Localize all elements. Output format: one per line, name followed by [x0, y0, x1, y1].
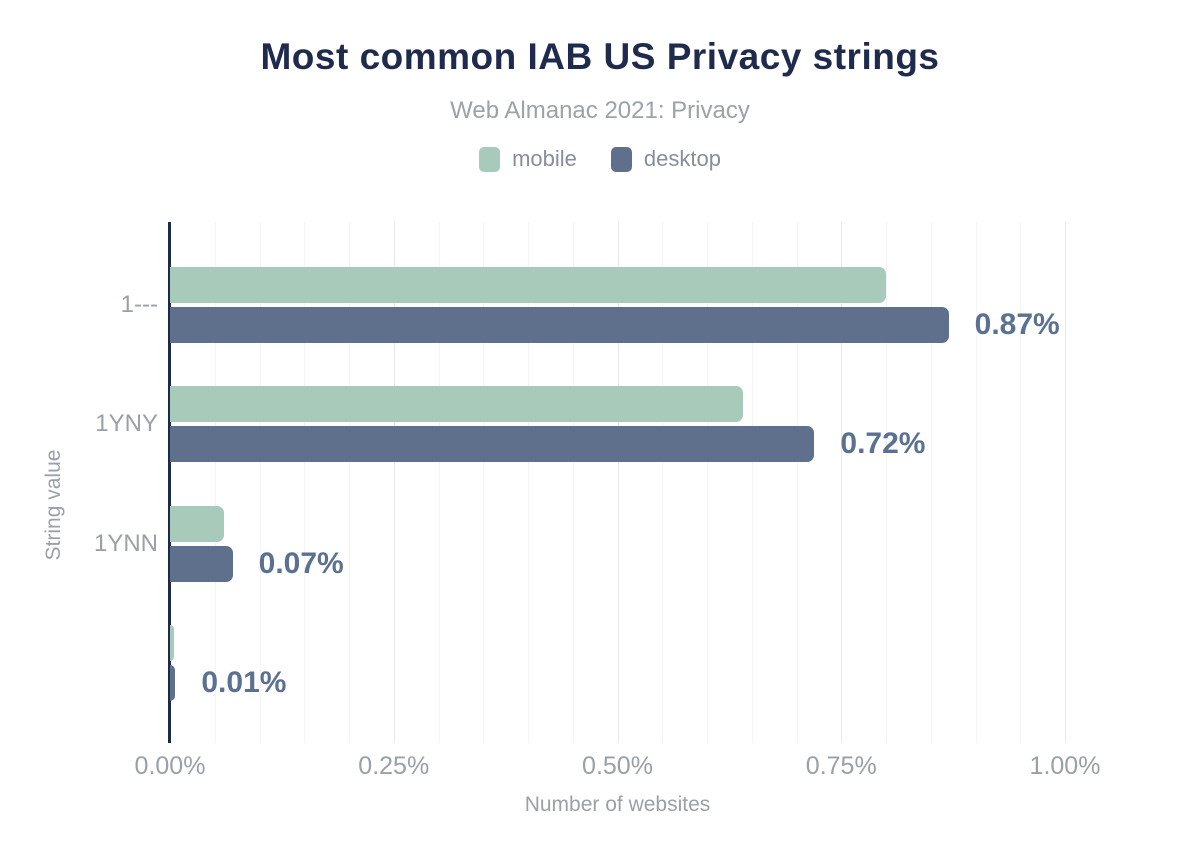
- bar-mobile-row1[interactable]: [170, 267, 886, 303]
- minor-gridline: [438, 222, 440, 743]
- minor-gridline: [259, 222, 261, 743]
- chart-subtitle: Web Almanac 2021: Privacy: [450, 97, 750, 124]
- value-label: 0.01%: [201, 666, 287, 699]
- minor-gridline: [304, 222, 306, 743]
- minor-gridline: [572, 222, 574, 743]
- x-tick-label: 0.75%: [805, 752, 877, 780]
- minor-gridline: [1020, 222, 1022, 743]
- category-label: 1---: [120, 291, 158, 318]
- chart-title: Most common IAB US Privacy strings: [260, 36, 940, 77]
- bar-desktop-row4[interactable]: [170, 665, 176, 701]
- bar-mobile-row2[interactable]: [170, 386, 743, 422]
- x-tick-label: 0.00%: [134, 752, 206, 780]
- legend-swatch-desktop-icon: [610, 146, 632, 172]
- bar-desktop-row1[interactable]: [170, 307, 949, 343]
- x-tick-label: 0.25%: [358, 752, 430, 780]
- y-axis-title: String value: [42, 449, 65, 561]
- minor-gridline: [707, 222, 708, 743]
- major-gridline: [393, 222, 395, 743]
- value-label: 0.72%: [840, 427, 926, 460]
- value-label: 0.07%: [258, 547, 344, 580]
- legend-item-mobile[interactable]: mobile: [479, 146, 577, 172]
- minor-gridline: [975, 222, 977, 743]
- category-label: 1YNN: [93, 530, 158, 557]
- minor-gridline: [528, 222, 529, 743]
- legend-label-mobile: mobile: [512, 146, 577, 171]
- legend-label-desktop: desktop: [643, 146, 721, 171]
- minor-gridline: [751, 222, 753, 743]
- category-label: 1YNY: [95, 410, 158, 437]
- minor-gridline: [930, 222, 932, 743]
- major-gridline: [617, 222, 619, 743]
- bar-desktop-row2[interactable]: [170, 426, 815, 462]
- legend-swatch-mobile-icon: [479, 146, 501, 172]
- bar-mobile-row3[interactable]: [170, 506, 224, 542]
- major-gridline: [841, 222, 843, 743]
- minor-gridline: [349, 222, 350, 743]
- minor-gridline: [886, 222, 887, 743]
- major-gridline: [1065, 222, 1066, 743]
- bar-mobile-row4[interactable]: [170, 625, 175, 661]
- legend-item-desktop[interactable]: desktop: [610, 146, 721, 172]
- bar-desktop-row3[interactable]: [170, 546, 233, 582]
- y-axis-line: [168, 222, 171, 743]
- value-label: 0.87%: [974, 308, 1060, 341]
- x-tick-label: 0.50%: [582, 752, 653, 780]
- minor-gridline: [662, 222, 664, 743]
- legend: mobile desktop: [0, 146, 1200, 172]
- minor-gridline: [483, 222, 485, 743]
- x-tick-label: 1.00%: [1029, 752, 1101, 780]
- x-axis-title: Number of websites: [524, 793, 711, 816]
- minor-gridline: [796, 222, 798, 743]
- minor-gridline: [214, 222, 216, 743]
